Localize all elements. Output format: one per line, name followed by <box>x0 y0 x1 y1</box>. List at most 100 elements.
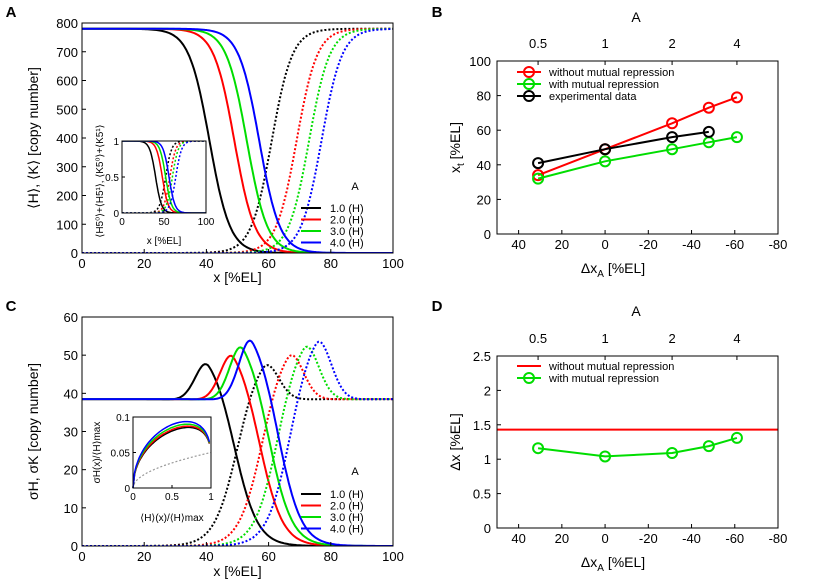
y-tick-label-b-1: 20 <box>477 192 491 207</box>
series-sigma-h-3 <box>82 339 393 546</box>
x-tick-label-b-0: 40 <box>511 237 525 252</box>
y-tick-label-a-0: 0 <box>71 246 78 261</box>
inset-x-tick-label-a-2: 100 <box>198 217 215 228</box>
legend-label-b-2: experimental data <box>549 91 637 103</box>
panel-letter-c: C <box>6 298 17 315</box>
legend-marker-b-2 <box>523 90 535 102</box>
inset-y-tick-label-a-2: 1 <box>113 137 119 148</box>
y-axis-label-b-main: x <box>447 166 463 173</box>
y-tick-label-c-5: 50 <box>64 348 78 363</box>
data-point-b-0-4 <box>730 91 743 104</box>
data-point-d-1-1 <box>599 450 612 463</box>
y-tick-label-a-3: 300 <box>56 160 78 175</box>
x-axis-label-c: x [%EL] <box>213 563 261 579</box>
data-point-b-2-2 <box>666 131 679 144</box>
y-tick-label-c-0: 0 <box>71 539 78 554</box>
y-tick-label-b-0: 0 <box>484 227 491 242</box>
inset-x-tick-label-c-1: 0.5 <box>165 492 179 503</box>
inset-x-tick-label-a-0: 0 <box>119 217 125 228</box>
legend-marker-d-1 <box>523 372 535 384</box>
data-point-d-1-0 <box>532 442 545 455</box>
series-sigma-k-2 <box>82 345 393 546</box>
y-axis-label-a: ⟨H⟩, ⟨K⟩ [copy number] <box>25 67 41 209</box>
x-tick-label-b-1: 20 <box>555 237 569 252</box>
data-point-d-1-3 <box>702 440 715 453</box>
legend-label-d-0: without mutual repression <box>548 361 674 373</box>
x-tick-label-a-3: 60 <box>261 256 275 271</box>
y-tick-label-d-1: 0.5 <box>473 487 491 502</box>
y-tick-label-b-3: 60 <box>477 123 491 138</box>
y-tick-label-a-8: 800 <box>56 16 78 31</box>
x-tick-label-d-6: -80 <box>769 531 788 546</box>
legend-label-a-3: 4.0 (H) <box>330 238 364 250</box>
y-axis-label-b-unit: [%EL] <box>447 122 463 163</box>
legend-label-b-1: with mutual repression <box>548 79 659 91</box>
inset-poisson-curve <box>132 451 212 489</box>
x-tick-label-b-4: -40 <box>682 237 701 252</box>
x-tick-label-c-1: 20 <box>137 549 151 564</box>
y-tick-label-a-4: 400 <box>56 131 78 146</box>
x-tick-label-d-3: -20 <box>639 531 658 546</box>
data-point-d-1-2 <box>666 447 679 460</box>
x-tick-label-c-2: 40 <box>199 549 213 564</box>
x-tick-label-a-0: 0 <box>78 256 85 271</box>
legend-label-a-2: 3.0 (H) <box>330 226 364 238</box>
top-tick-label-b-1: 1 <box>601 36 608 51</box>
legend-marker-b-0 <box>523 66 535 78</box>
legend-label-b-0: without mutual repression <box>548 67 674 79</box>
y-tick-label-d-4: 2 <box>484 383 491 398</box>
y-tick-label-c-2: 20 <box>64 463 78 478</box>
inset-noise-3 <box>132 420 211 489</box>
x-tick-label-d-0: 40 <box>511 531 525 546</box>
inset-x-tick-label-a-1: 50 <box>158 217 170 228</box>
x-tick-label-d-2: 0 <box>601 531 608 546</box>
inset-x-tick-label-c-0: 0 <box>130 492 136 503</box>
inset-noise-2 <box>132 423 211 489</box>
inset-x-label-c: ⟨H⟩(x)/⟨H⟩max <box>140 513 203 524</box>
x-axis-label-b-unit: [%EL] <box>604 260 645 276</box>
x-tick-label-b-6: -80 <box>769 237 788 252</box>
x-tick-label-a-4: 80 <box>324 256 338 271</box>
x-tick-label-b-2: 0 <box>601 237 608 252</box>
legend-label-c-2: 3.0 (H) <box>330 512 364 524</box>
x-tick-label-d-1: 20 <box>555 531 569 546</box>
inset-y-tick-label-c-0: 0 <box>124 484 130 495</box>
data-point-b-1-2 <box>666 143 679 156</box>
y-axis-label-b-sub: t <box>456 163 467 166</box>
data-point-b-2-3 <box>702 125 715 138</box>
x-axis-label-d: ΔxA [%EL] <box>581 554 645 574</box>
top-tick-label-b-2: 2 <box>668 36 675 51</box>
legend-label-c-1: 2.0 (H) <box>330 501 364 513</box>
top-axis-title-d: A <box>631 303 641 319</box>
legend-label-a-1: 2.0 (H) <box>330 215 364 227</box>
series-line-b-2 <box>537 130 709 165</box>
y-tick-label-a-6: 600 <box>56 74 78 89</box>
y-tick-label-c-4: 40 <box>64 386 78 401</box>
inset-y-label-a: ⟨H5⁰⟩+⟨H5¹⟩, ⟨K5⁰⟩+⟨K5¹⟩ <box>95 124 106 237</box>
top-tick-label-b-3: 4 <box>733 36 740 51</box>
series-line-d-1 <box>537 436 738 458</box>
x-axis-label-b-sub: A <box>597 269 604 280</box>
data-point-b-0-0 <box>532 169 545 182</box>
inset-x-label-a: x [%EL] <box>147 236 182 247</box>
inset-h-3 <box>122 141 206 213</box>
panel-letter-d: D <box>432 298 443 315</box>
x-axis-label-b-main: Δx <box>581 260 597 276</box>
x-tick-label-b-5: -60 <box>725 237 744 252</box>
x-tick-label-a-5: 100 <box>382 256 404 271</box>
x-tick-label-d-5: -60 <box>725 531 744 546</box>
y-tick-label-a-2: 200 <box>56 189 78 204</box>
y-axis-label-c: σH, σK [copy number] <box>25 363 41 500</box>
data-point-b-0-2 <box>666 117 679 130</box>
legend-label-c-0: 1.0 (H) <box>330 489 364 501</box>
panel-letter-a: A <box>6 4 17 21</box>
plot-frame-d <box>496 355 779 529</box>
y-tick-label-d-0: 0 <box>484 521 491 536</box>
legend-label-c-3: 4.0 (H) <box>330 524 364 536</box>
legend-label-a-0: 1.0 (H) <box>330 203 364 215</box>
data-point-d-1-4 <box>730 431 743 444</box>
data-point-b-1-4 <box>730 131 743 144</box>
y-tick-label-d-5: 2.5 <box>473 349 491 364</box>
y-tick-label-b-4: 80 <box>477 89 491 104</box>
